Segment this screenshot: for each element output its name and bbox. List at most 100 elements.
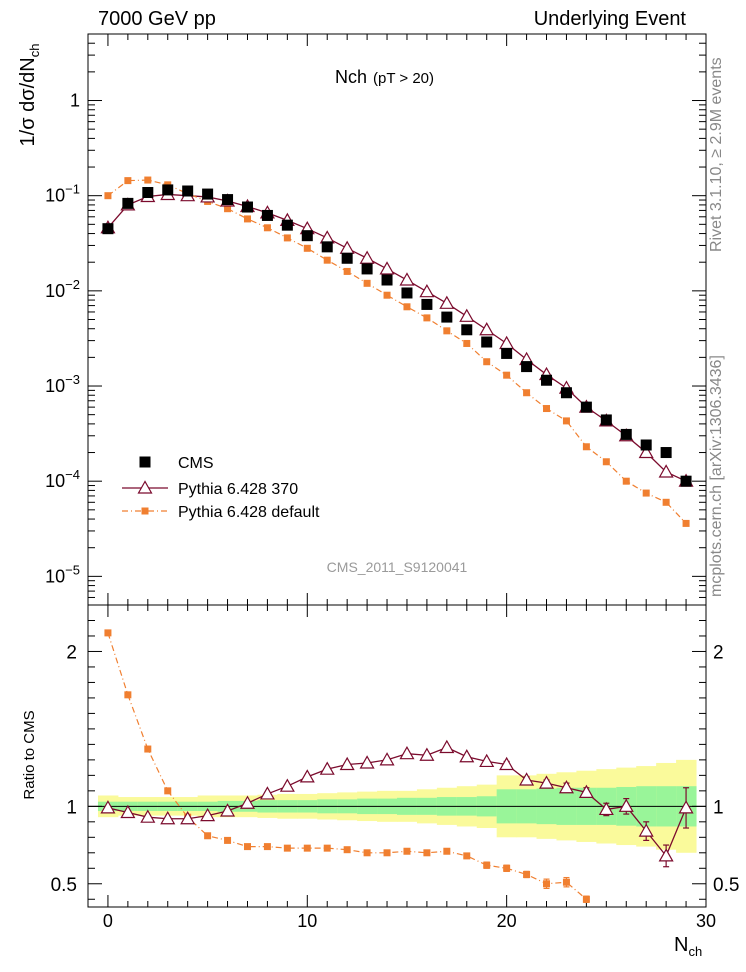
pythia-370-line bbox=[107, 193, 687, 482]
legend-label: CMS bbox=[178, 455, 214, 472]
pythia-default-point bbox=[224, 205, 232, 213]
cms-point bbox=[620, 428, 632, 440]
pythia-370-point bbox=[379, 261, 395, 275]
cms-point bbox=[321, 241, 333, 253]
pythia-370-point bbox=[359, 250, 375, 264]
pythia-default-point bbox=[263, 224, 271, 232]
y-tick-base: 10 bbox=[45, 376, 65, 396]
x-tick-label: 0 bbox=[103, 911, 113, 931]
cms-point bbox=[222, 194, 234, 206]
ratio-default-point bbox=[363, 849, 371, 857]
ratio-default-point bbox=[523, 870, 531, 878]
ratio-370-point bbox=[499, 756, 515, 771]
cms-point bbox=[541, 374, 553, 386]
cms-point bbox=[182, 185, 194, 197]
ratio-370-point bbox=[638, 823, 654, 837]
pythia-default-point bbox=[363, 279, 371, 287]
ratio-370-point bbox=[140, 809, 156, 823]
pythia-default-point bbox=[503, 371, 511, 379]
ratio-default-point bbox=[383, 849, 391, 857]
legend: CMS Pythia 6.428 370 Pythia 6.428 default bbox=[122, 455, 320, 521]
cms-point bbox=[301, 230, 313, 242]
pythia-default-point bbox=[303, 244, 311, 252]
y-tick-exponent: −5 bbox=[65, 562, 80, 577]
y-tick-exponent: −3 bbox=[65, 372, 80, 387]
cms-point bbox=[281, 219, 293, 231]
cms-point bbox=[560, 387, 572, 399]
pythia-default-point bbox=[283, 234, 291, 242]
ratio-370-point bbox=[538, 775, 555, 789]
cms-point bbox=[361, 263, 373, 275]
y-axis-label-sub: ch bbox=[27, 44, 42, 58]
ratio-370-point bbox=[618, 798, 634, 812]
pythia-default-point bbox=[403, 303, 411, 311]
pythia-370-point bbox=[459, 308, 475, 322]
pythia-370-point bbox=[499, 335, 515, 350]
y-tick-label: 1 bbox=[70, 91, 80, 111]
pythia-default-point bbox=[602, 458, 610, 466]
cms-point bbox=[102, 223, 114, 235]
ratio-y-tick-label-left: 1 bbox=[66, 797, 77, 818]
ratio-y-tick-label-left: 0.5 bbox=[51, 875, 77, 896]
pythia-default-point bbox=[662, 498, 670, 506]
ratio-370-point bbox=[220, 803, 236, 817]
cms-point bbox=[580, 401, 592, 413]
plot-title: Nch (pT > 20) bbox=[335, 67, 434, 87]
ratio-370-point bbox=[319, 761, 335, 775]
ratio-370-point bbox=[379, 752, 395, 766]
ratio-default-point bbox=[483, 861, 491, 869]
pythia-default-point bbox=[144, 176, 152, 184]
pythia-370-point bbox=[419, 283, 435, 298]
pythia-default-point bbox=[443, 327, 451, 335]
ratio-default-point bbox=[443, 847, 451, 855]
pythia-default-point bbox=[423, 314, 431, 322]
x-axis-label: Nch bbox=[674, 934, 702, 959]
ratio-default-point bbox=[263, 843, 271, 851]
ratio-370-point bbox=[279, 778, 295, 792]
ratio-default-point bbox=[204, 832, 212, 840]
ratio-default-point bbox=[144, 745, 152, 753]
ratio-default-point bbox=[164, 787, 172, 795]
cms-point bbox=[241, 201, 253, 213]
ratio-plot-frame bbox=[87, 604, 707, 908]
y-tick-label: 10−5 bbox=[45, 562, 80, 586]
x-tick-label: 20 bbox=[497, 911, 517, 931]
y-tick-base: 10 bbox=[45, 186, 65, 206]
ratio-370-point bbox=[180, 811, 196, 825]
ratio-370-point bbox=[578, 784, 594, 798]
ratio-370-point bbox=[339, 756, 355, 771]
legend-marker-default bbox=[141, 507, 149, 515]
cms-point bbox=[162, 184, 174, 196]
pythia-370-point bbox=[658, 464, 674, 478]
cms-point bbox=[341, 252, 353, 264]
ratio-default-point bbox=[423, 849, 431, 857]
y-tick-base: 10 bbox=[45, 566, 65, 586]
y-tick-label: 10−2 bbox=[45, 277, 80, 301]
ratio-370-point bbox=[459, 749, 475, 763]
pythia-default-point bbox=[582, 443, 590, 451]
y-tick-label: 10−3 bbox=[45, 372, 80, 396]
ratio-default-point bbox=[463, 852, 471, 860]
plot-title-sub: (pT > 20) bbox=[373, 70, 434, 87]
ratio-y-axis-label: Ratio to CMS bbox=[21, 710, 38, 799]
header-right-label: Underlying Event bbox=[533, 8, 686, 30]
ratio-370-point bbox=[419, 747, 435, 761]
ratio-370-point bbox=[678, 800, 694, 814]
cms-point bbox=[261, 209, 273, 221]
pythia-default-point bbox=[343, 267, 351, 275]
cms-point bbox=[600, 414, 612, 426]
pythia-default-point bbox=[383, 291, 391, 299]
pythia-default-point bbox=[124, 177, 132, 185]
ratio-370-point bbox=[120, 804, 136, 819]
ratio-370-point bbox=[439, 739, 455, 754]
pythia-default-point bbox=[323, 256, 331, 264]
legend-marker-cms bbox=[139, 456, 151, 468]
ratio-default-point bbox=[582, 895, 590, 903]
ratio-default-point bbox=[543, 880, 551, 888]
ratio-default-point bbox=[562, 878, 570, 886]
ratio-y-tick-label-right: 2 bbox=[713, 642, 724, 663]
cms-point bbox=[202, 188, 214, 200]
header-left-label: 7000 GeV pp bbox=[98, 8, 216, 30]
pythia-370-point bbox=[319, 230, 335, 244]
